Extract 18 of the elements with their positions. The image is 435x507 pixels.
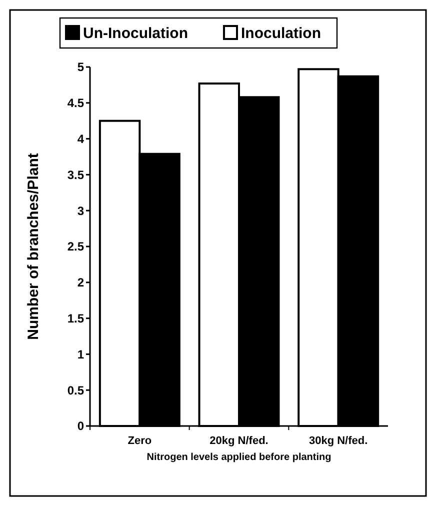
- x-tick-label: 30kg N/fed.: [308, 435, 368, 447]
- x-axis-title: Nitrogen levels applied before planting: [146, 452, 332, 463]
- y-tick-label: 4: [77, 132, 84, 146]
- y-tick-label: 0.5: [67, 383, 84, 398]
- x-tick-label: Zero: [128, 435, 152, 447]
- y-tick-label: 3: [77, 204, 84, 218]
- x-tick-label: 20kg N/fed.: [210, 435, 268, 447]
- y-axis-title: Number of branches/Plant: [25, 153, 42, 340]
- y-tick-label: 4.5: [67, 96, 84, 110]
- y-tick-label: 3.5: [67, 168, 84, 182]
- y-tick-label: 2.5: [67, 240, 84, 254]
- y-tick-label: 5: [77, 60, 84, 74]
- legend-label: Inoculation: [241, 25, 321, 42]
- y-tick-label: 1.5: [67, 312, 84, 326]
- y-tick-label: 1: [77, 347, 84, 362]
- y-tick-label: 0: [77, 419, 84, 434]
- legend-label: Un-Inoculation: [83, 25, 188, 42]
- y-tick-label: 2: [77, 276, 84, 290]
